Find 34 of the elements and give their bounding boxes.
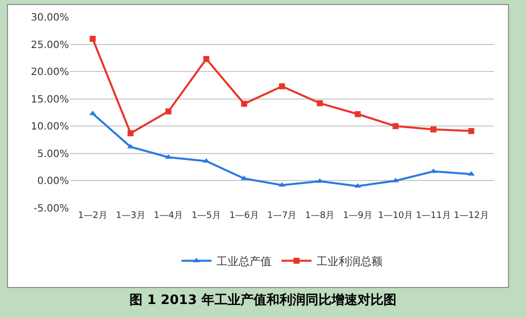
point [203, 56, 210, 62]
point [430, 126, 436, 132]
x-tick-label: 1—3月 [116, 211, 146, 221]
point [468, 128, 474, 134]
y-tick-label: 20.00% [30, 67, 69, 78]
x-tick-label: 1—9月 [342, 211, 372, 221]
x-tick-label: 1—10月 [378, 211, 414, 221]
y-tick-label: 0.00% [37, 176, 69, 188]
point [392, 123, 399, 130]
x-tick-label: 1—2月 [78, 211, 108, 221]
y-tick-label: 15.00% [30, 94, 69, 106]
point [165, 108, 172, 114]
x-tick-label: 1—11月 [416, 211, 452, 221]
x-tick-label: 1—6月 [229, 211, 259, 221]
y-tick-label: 10.00% [30, 122, 69, 133]
legend-label: 工业总产值 [216, 254, 272, 268]
x-tick-label: 1—7月 [267, 211, 297, 221]
x-tick-label: 1—4月 [154, 211, 184, 221]
legend-label: 工业利润总额 [316, 254, 382, 268]
y-tick-label: 25.00% [30, 40, 69, 51]
y-tick-label: 30.00% [30, 12, 69, 24]
point [90, 36, 96, 42]
text: 图 1 2013 年工业产值和利润同比增速对比图 [128, 292, 398, 309]
point [278, 182, 286, 187]
point [241, 100, 248, 107]
x-tick-label: 1—8月 [305, 211, 335, 221]
point [316, 100, 323, 106]
y-tick-label: -5.00% [34, 204, 69, 214]
point [279, 83, 285, 90]
point [354, 111, 361, 118]
x-tick-label: 1—12月 [454, 211, 489, 221]
y-tick-label: 5.00% [37, 148, 69, 160]
point [128, 130, 134, 136]
x-tick-label: 1—5月 [192, 211, 222, 221]
